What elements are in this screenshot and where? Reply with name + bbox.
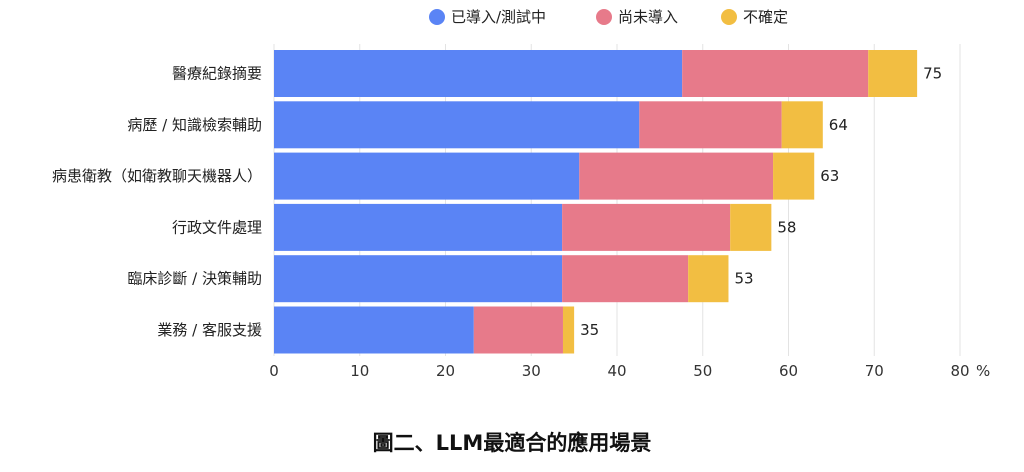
- category-label: 病歷 / 知識檢索輔助: [127, 116, 262, 134]
- bar-segment: [682, 50, 869, 97]
- category-label: 業務 / 客服支援: [157, 321, 262, 339]
- x-tick-label: 50: [693, 362, 712, 380]
- x-tick-label: 0: [269, 362, 279, 380]
- bar-segment: [562, 306, 575, 354]
- x-tick-label: 80: [950, 362, 969, 380]
- bar-segment: [274, 203, 563, 251]
- category-label: 病患衛教（如衛教聊天機器人）: [52, 167, 262, 185]
- x-tick-label: 30: [522, 362, 541, 380]
- bar-segment: [274, 50, 683, 97]
- total-label: 35: [580, 321, 599, 339]
- x-axis-ticks: 0 10 20 30 40 50 60 70 80%: [269, 362, 990, 380]
- bar-segment: [639, 101, 782, 149]
- total-label: 53: [734, 270, 753, 288]
- x-tick-label: 60: [779, 362, 798, 380]
- bar-segment: [868, 50, 918, 97]
- bar-segment: [730, 203, 772, 251]
- total-label: 58: [777, 218, 796, 236]
- bar-segment: [562, 203, 731, 251]
- bar-segment: [562, 255, 689, 303]
- legend: 已導入/測試中 尚未導入 不確定: [429, 8, 788, 26]
- x-tick-label: 10: [350, 362, 369, 380]
- bar-segment: [274, 101, 640, 149]
- bar-segment: [274, 255, 563, 303]
- legend-label: 尚未導入: [618, 8, 678, 26]
- bar-segment: [781, 101, 823, 149]
- bar-segment: [473, 306, 563, 354]
- category-label: 醫療紀錄摘要: [172, 65, 262, 83]
- bar-segment: [579, 152, 774, 200]
- legend-swatch: [596, 9, 612, 25]
- total-label: 75: [923, 65, 942, 83]
- total-label: 63: [820, 167, 839, 185]
- bar-segment: [688, 255, 729, 303]
- total-label: 64: [829, 116, 848, 134]
- legend-label: 不確定: [743, 8, 788, 26]
- category-label: 行政文件處理: [172, 218, 262, 236]
- x-tick-label: 40: [607, 362, 626, 380]
- x-tick-label: 20: [436, 362, 455, 380]
- x-tick-label: 70: [865, 362, 884, 380]
- bars: [274, 50, 918, 354]
- category-label: 臨床診斷 / 決策輔助: [127, 270, 262, 288]
- legend-label: 已導入/測試中: [451, 8, 546, 26]
- total-labels: 75 64 63 58 53 35: [580, 65, 942, 340]
- bar-segment: [773, 152, 815, 200]
- legend-swatch: [429, 9, 445, 25]
- bar-segment: [274, 306, 474, 354]
- x-axis-unit: %: [976, 362, 990, 380]
- bar-segment: [274, 152, 580, 200]
- legend-swatch: [721, 9, 737, 25]
- chart-title: 圖二、LLM最適合的應用場景: [373, 431, 652, 455]
